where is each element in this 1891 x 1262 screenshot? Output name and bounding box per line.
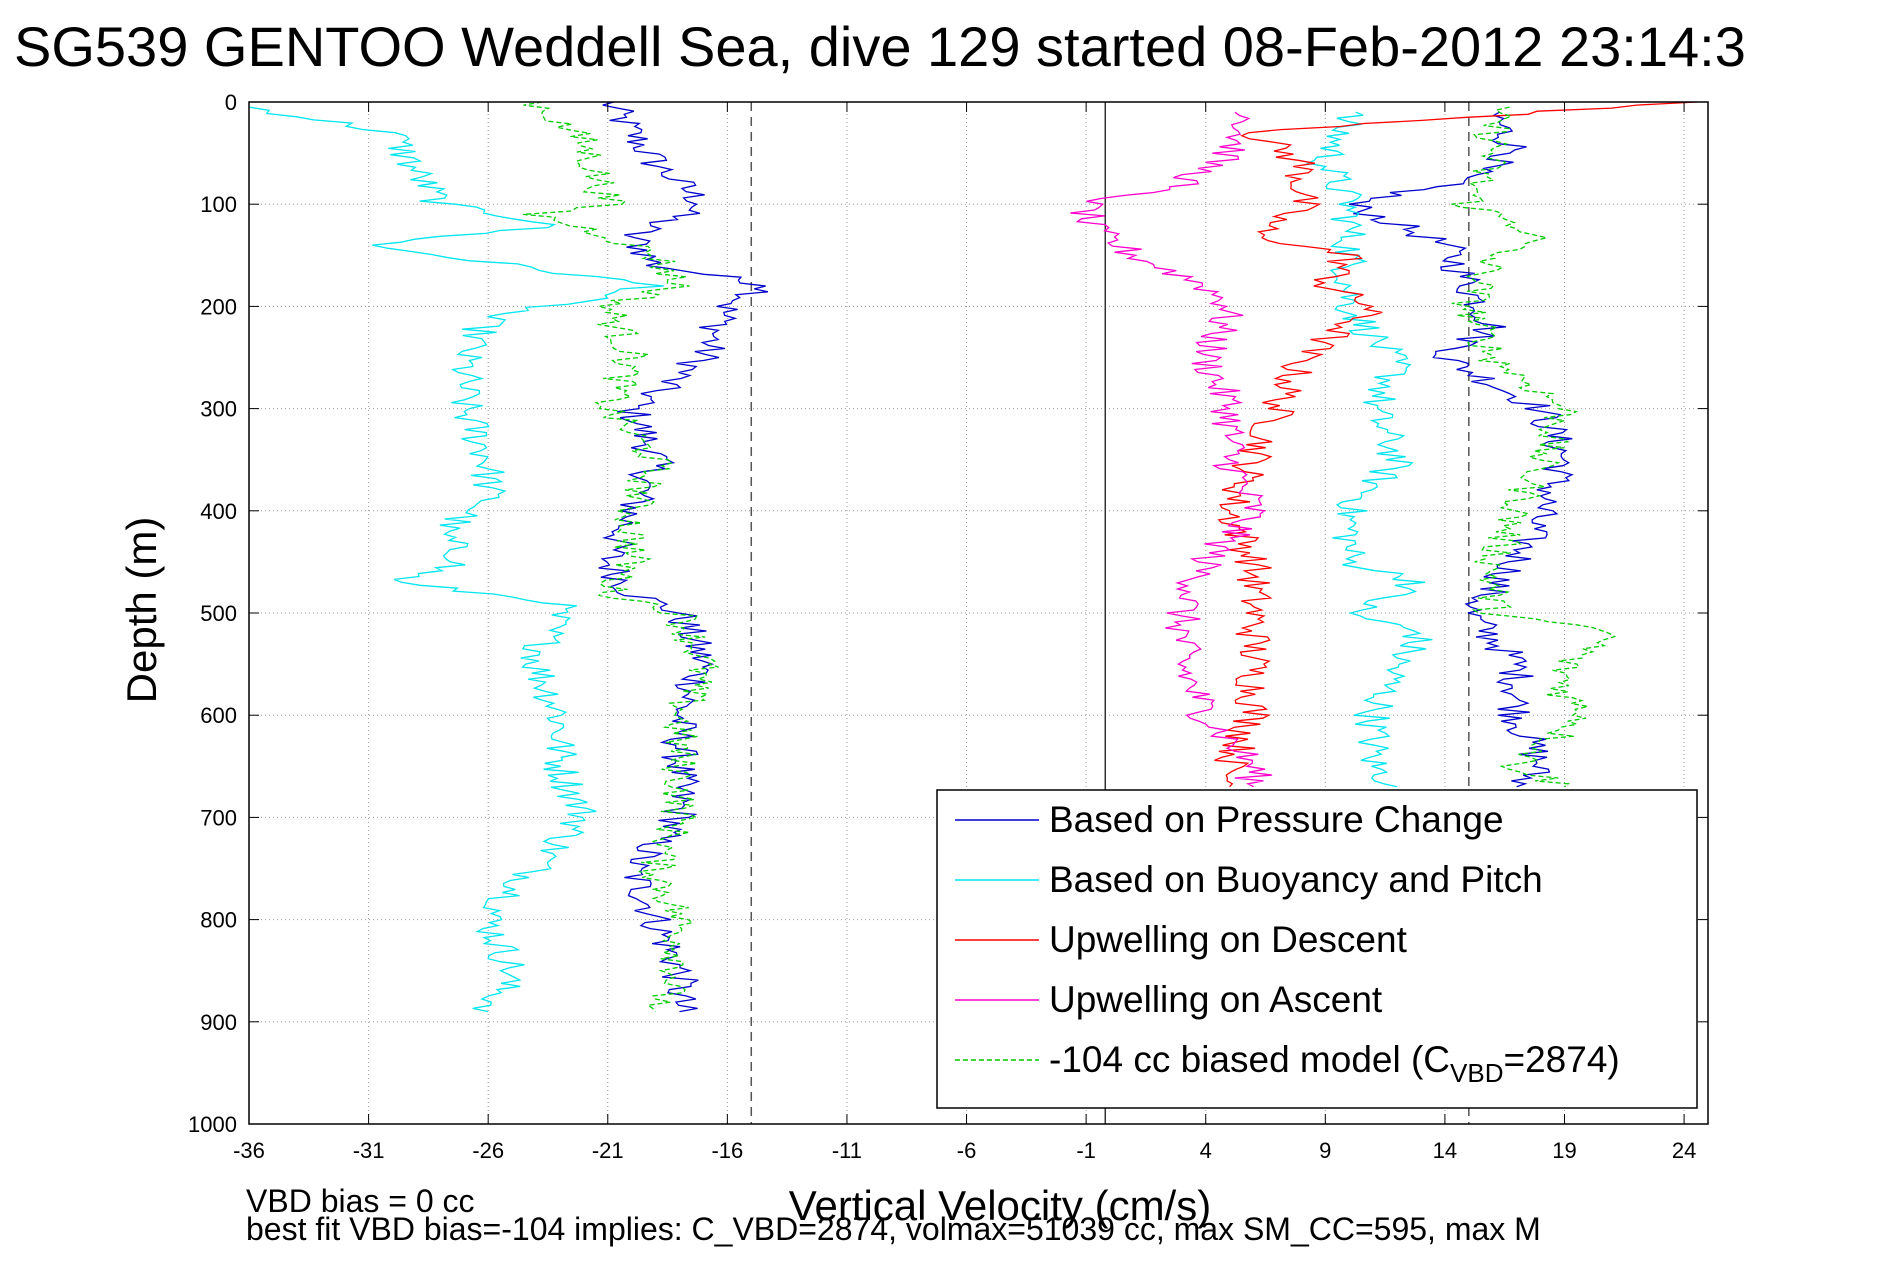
y-tick-label: 100 [200,192,237,217]
x-tick-label: -31 [353,1138,385,1163]
series-line [1214,101,1697,788]
x-tick-label: 24 [1672,1138,1696,1163]
footer-line-1: VBD bias = 0 cc [246,1183,475,1219]
series-line [1451,106,1617,788]
y-tick-label: 200 [200,294,237,319]
legend-label: Upwelling on Descent [1049,919,1408,960]
y-tick-label: 600 [200,703,237,728]
footer-line-2: best fit VBD bias=-104 implies: C_VBD=28… [246,1211,1541,1247]
y-tick-label: 500 [200,601,237,626]
x-tick-label: -16 [711,1138,743,1163]
y-tick-label: 400 [200,499,237,524]
x-tick-label: -36 [233,1138,265,1163]
legend-label: -104 cc biased model (CVBD=2874) [1049,1039,1620,1088]
series-line [1305,111,1433,788]
legend-label: Upwelling on Ascent [1049,979,1383,1020]
x-tick-label: -21 [592,1138,624,1163]
legend: Based on Pressure Change Based on Buoyanc… [936,789,1698,1109]
x-tick-label: -1 [1076,1138,1096,1163]
series-line [598,101,769,1013]
series-line [1070,111,1273,788]
x-axis-label: Vertical Velocity (cm/s) [789,1182,1211,1229]
series-line [1349,111,1574,788]
legend-label: Based on Buoyancy and Pitch [1049,859,1543,900]
x-tick-label: 19 [1552,1138,1576,1163]
y-tick-label: 900 [200,1010,237,1035]
x-tick-label: -11 [832,1138,862,1163]
y-tick-label: 1000 [188,1112,237,1137]
x-tick-label: 9 [1319,1138,1331,1163]
y-tick-label: 800 [200,908,237,933]
legend-box [936,789,1698,1109]
y-tick-label: 300 [200,397,237,422]
x-tick-label: 14 [1433,1138,1457,1163]
plot-area: -36 -31 -26 -21 -16 -11 -6 -1 4 9 14 19 24 0 100 200 300… [188,90,1709,1163]
x-tick-label: -26 [472,1138,504,1163]
x-tick-label: 4 [1200,1138,1212,1163]
y-tick-label: 700 [200,805,237,830]
legend-label: Based on Pressure Change [1049,799,1504,840]
y-axis-label: Depth (m) [118,517,165,704]
chart-title: SG539 GENTOO Weddell Sea, dive 129 start… [14,15,1746,78]
series-line [248,106,664,1013]
x-tick-label: -6 [957,1138,977,1163]
y-tick-label: 0 [225,90,237,115]
series-line [522,101,719,1013]
